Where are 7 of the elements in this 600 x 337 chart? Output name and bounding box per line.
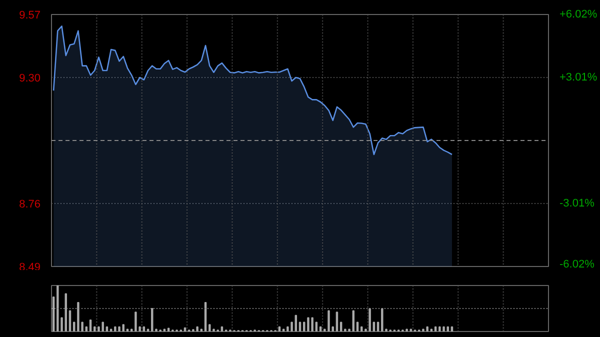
y2-tick-label: -6.02% [560, 258, 595, 270]
y-tick-label: 9.30 [19, 72, 41, 84]
y-tick-label: 8.76 [19, 198, 41, 210]
y-tick-label: 9.57 [19, 10, 41, 22]
y2-tick-label: +3.01% [560, 72, 598, 84]
y2-tick-label: +6.02% [560, 8, 598, 20]
y2-tick-label: -3.01% [560, 198, 595, 210]
